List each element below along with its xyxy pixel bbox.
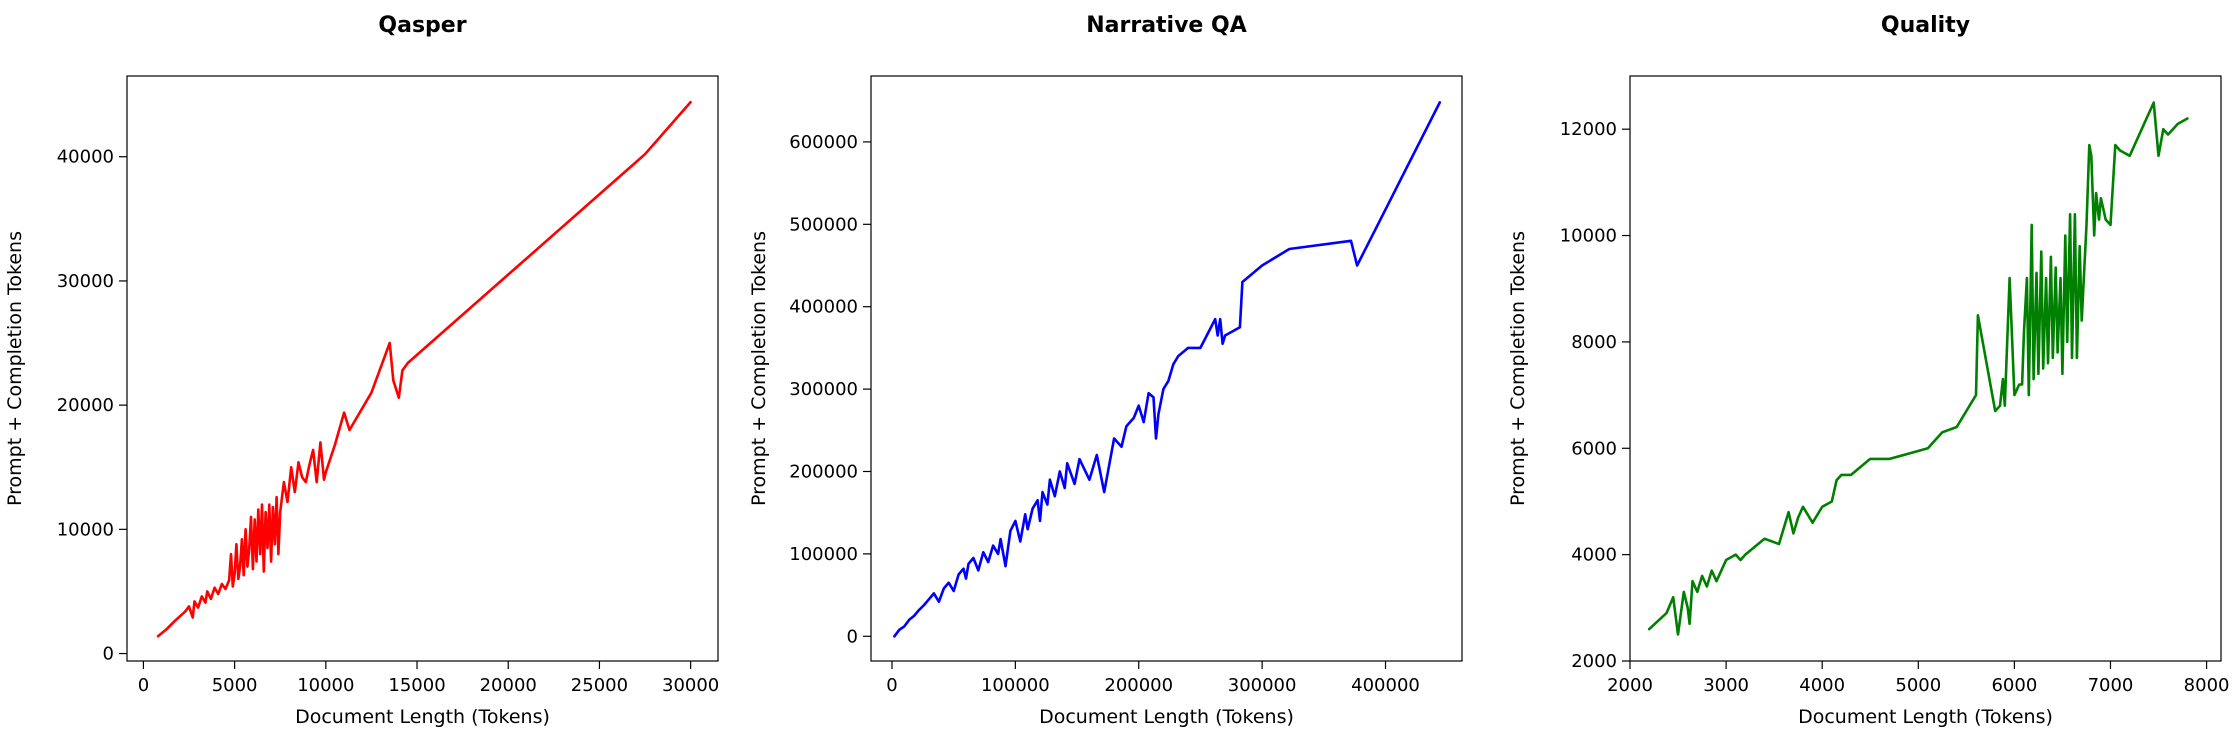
y-tick-label: 40000 [57,147,114,168]
x-tick-label: 10000 [297,675,354,696]
chart-title: Quality [1881,13,1970,38]
x-tick-label: 3000 [1703,675,1749,696]
y-axis-label: Prompt + Completion Tokens [4,231,26,506]
x-tick-label: 5000 [1895,675,1941,696]
x-tick-label: 300000 [1228,675,1297,696]
x-axis-label: Document Length (Tokens) [295,706,550,728]
series-line-3-1 [1647,101,2189,636]
x-tick-label: 2000 [1607,675,1653,696]
chart-title: Qasper [378,13,466,38]
y-tick-label: 8000 [1571,332,1617,353]
x-tick-label: 0 [886,675,897,696]
y-tick-label: 20000 [57,395,114,416]
y-tick-label: 200000 [789,461,858,482]
series-line-1-1 [156,100,692,638]
x-tick-label: 25000 [571,675,628,696]
y-tick-label: 10000 [57,519,114,540]
x-tick-label: 400000 [1351,675,1420,696]
x-tick-label: 8000 [2184,675,2230,696]
chart-panel-2: 0 100000 200000 300000 400000 0 100000 200000 30… [748,13,1463,728]
series-line-2-1 [893,101,1442,638]
plot-frame [1629,75,2222,662]
x-axis-label: Document Length (Tokens) [1798,706,2053,728]
chart-title: Narrative QA [1086,13,1247,38]
y-axis-label: Prompt + Completion Tokens [1507,231,1529,506]
y-tick-label: 6000 [1571,438,1617,459]
y-tick-label: 0 [103,644,114,665]
x-tick-label: 0 [138,675,149,696]
y-tick-label: 12000 [1560,119,1617,140]
y-axis-label: Prompt + Completion Tokens [748,231,770,506]
x-axis-label: Document Length (Tokens) [1039,706,1294,728]
y-tick-label: 300000 [789,379,858,400]
y-tick-label: 500000 [789,214,858,235]
y-tick-label: 400000 [789,297,858,318]
x-tick-label: 20000 [480,675,537,696]
x-tick-label: 6000 [1991,675,2037,696]
y-tick-label: 10000 [1560,226,1617,247]
y-tick-label: 0 [847,626,858,647]
y-tick-label: 2000 [1571,651,1617,672]
y-tick-label: 4000 [1571,545,1617,566]
x-tick-label: 200000 [1104,675,1173,696]
x-tick-label: 30000 [662,675,719,696]
chart-panel-1: 0 5000 10000 15000 20000 25000 30000 0 10000 2000… [4,13,719,728]
x-tick-label: 100000 [981,675,1050,696]
plot-frame [126,75,719,662]
x-tick-label: 15000 [388,675,445,696]
chart-panel-3: 2000 3000 4000 5000 6000 7000 8000 2000 4000 6000… [1507,13,2229,728]
x-tick-label: 7000 [2088,675,2134,696]
x-tick-label: 5000 [212,675,258,696]
x-tick-label: 4000 [1799,675,1845,696]
y-tick-label: 600000 [789,132,858,153]
y-tick-label: 100000 [789,544,858,565]
plot-frame [870,75,1463,662]
y-tick-label: 30000 [57,271,114,292]
